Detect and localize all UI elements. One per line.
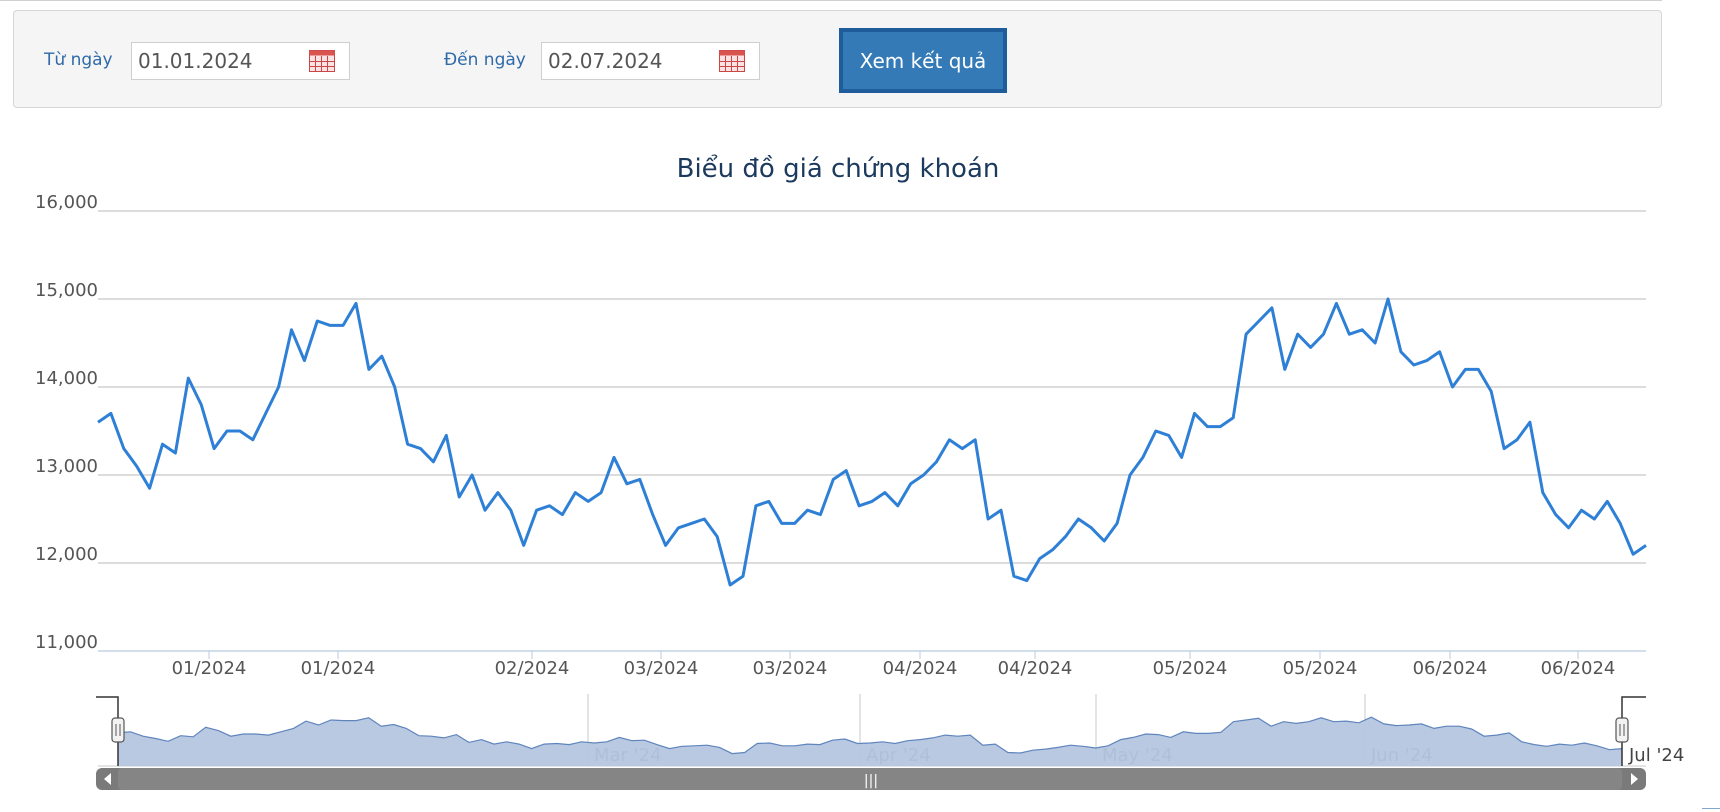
- x-tick-label: 05/2024: [1153, 658, 1228, 679]
- stock-price-chart: Biểu đồ giá chứng khoán 11,000 12,000 13,0…: [35, 153, 1684, 790]
- navigator-label: Jul '24: [1628, 745, 1684, 766]
- x-tick-label: 04/2024: [883, 658, 958, 679]
- y-tick-label: 15,000: [35, 280, 98, 301]
- navigator-line: [117, 716, 1623, 755]
- chart-title: Biểu đồ giá chứng khoán: [677, 153, 1000, 184]
- x-tick-label: 06/2024: [1541, 658, 1616, 679]
- y-tick-label: 13,000: [35, 456, 98, 477]
- handle-body[interactable]: [111, 717, 125, 743]
- calendar-icon[interactable]: [719, 50, 745, 72]
- x-tick-label: 05/2024: [1283, 658, 1358, 679]
- from-date-field[interactable]: [131, 42, 350, 80]
- scroll-left-arrow-icon[interactable]: [104, 773, 111, 785]
- x-tick-label: 03/2024: [624, 658, 699, 679]
- view-results-button[interactable]: Xem kết quả: [839, 28, 1007, 93]
- from-date-input[interactable]: [132, 43, 314, 79]
- y-tick-label: 16,000: [35, 192, 98, 213]
- x-tick-label: 03/2024: [753, 658, 828, 679]
- x-tick-label: 04/2024: [998, 658, 1073, 679]
- scrollbar-thumb[interactable]: [118, 768, 1622, 790]
- calendar-icon[interactable]: [309, 50, 335, 72]
- y-tick-label: 12,000: [35, 544, 98, 565]
- to-date-label: Đến ngày: [444, 50, 526, 70]
- date-filter-panel: Từ ngày Đến ngày Xem kết quả: [13, 10, 1662, 108]
- navigator-area: [118, 717, 1622, 766]
- navigator-scrollbar[interactable]: |||: [96, 768, 1646, 790]
- x-tick-label: 01/2024: [301, 658, 376, 679]
- y-tick-label: 11,000: [35, 632, 98, 653]
- from-date-label: Từ ngày: [44, 50, 113, 70]
- price-series[interactable]: [97, 297, 1647, 587]
- price-line[interactable]: [97, 297, 1647, 587]
- navigator-right-bracket: [1621, 696, 1646, 766]
- top-divider: [0, 0, 1662, 1]
- y-axis: 11,000 12,000 13,000 14,000 15,000 16,000: [35, 192, 98, 653]
- handle-body[interactable]: [1615, 717, 1629, 743]
- scroll-grip[interactable]: |||: [864, 773, 878, 789]
- navigator-left-handle[interactable]: [111, 717, 125, 743]
- y-tick-label: 14,000: [35, 368, 98, 389]
- scroll-right-arrow-icon[interactable]: [1631, 773, 1638, 785]
- x-tick-label: 06/2024: [1413, 658, 1488, 679]
- to-date-input[interactable]: [542, 43, 724, 79]
- navigator-left-bracket: [96, 696, 119, 766]
- corner-divider: [1702, 808, 1720, 809]
- navigator-right-handle[interactable]: [1615, 717, 1629, 743]
- x-axis: 01/2024 01/2024 02/2024 03/2024 03/2024 04/20…: [172, 651, 1616, 679]
- x-tick-label: 01/2024: [172, 658, 247, 679]
- to-date-field[interactable]: [541, 42, 760, 80]
- grid-lines: [98, 210, 1646, 652]
- x-tick-label: 02/2024: [495, 658, 570, 679]
